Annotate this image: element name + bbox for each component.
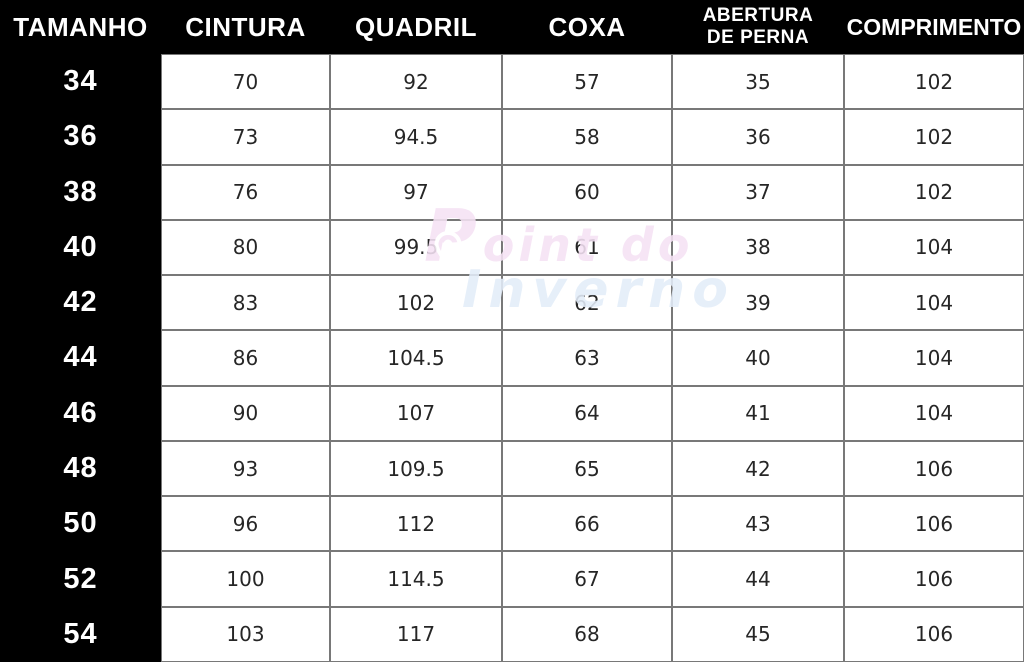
size-cell: 50 — [0, 496, 161, 552]
size-cell: 44 — [0, 330, 161, 386]
header-cintura: CINTURA — [161, 0, 330, 54]
table-cell: 102 — [844, 164, 1024, 220]
table-cell: 104.5 — [330, 330, 502, 386]
table-cell: 107 — [330, 385, 502, 441]
table-cell: 40 — [672, 330, 844, 386]
table-cell: 102 — [844, 54, 1024, 110]
table-cell: 60 — [502, 164, 672, 220]
size-cell: 34 — [0, 54, 161, 110]
table-cell: 106 — [844, 496, 1024, 552]
table-cell: 112 — [330, 496, 502, 552]
table-cell: 102 — [844, 109, 1024, 165]
table-cell: 66 — [502, 496, 672, 552]
size-cell: 42 — [0, 275, 161, 331]
table-cell: 104 — [844, 385, 1024, 441]
table-cell: 104 — [844, 275, 1024, 331]
table-cell: 61 — [502, 219, 672, 276]
size-cell: 38 — [0, 164, 161, 220]
size-cell: 46 — [0, 385, 161, 441]
table-cell: 35 — [672, 54, 844, 110]
header-tamanho: TAMANHO — [0, 0, 161, 54]
table-cell: 103 — [161, 606, 330, 662]
table-cell: 109.5 — [330, 440, 502, 497]
table-cell: 57 — [502, 54, 672, 110]
table-cell: 62 — [502, 275, 672, 331]
table-cell: 67 — [502, 551, 672, 607]
table-cell: 44 — [672, 551, 844, 607]
table-cell: 65 — [502, 440, 672, 497]
table-cell: 70 — [161, 54, 330, 110]
table-cell: 64 — [502, 385, 672, 441]
table-cell: 83 — [161, 275, 330, 331]
table-cell: 94.5 — [330, 109, 502, 165]
table-cell: 96 — [161, 496, 330, 552]
table-cell: 80 — [161, 219, 330, 276]
table-cell: 114.5 — [330, 551, 502, 607]
table-cell: 106 — [844, 606, 1024, 662]
table-cell: 92 — [330, 54, 502, 110]
table-cell: 41 — [672, 385, 844, 441]
header-abertura-de-perna: ABERTURA DE PERNA — [672, 0, 844, 54]
table-cell: 90 — [161, 385, 330, 441]
table-cell: 73 — [161, 109, 330, 165]
size-cell: 48 — [0, 440, 161, 497]
table-cell: 76 — [161, 164, 330, 220]
table-cell: 102 — [330, 275, 502, 331]
table-cell: 100 — [161, 551, 330, 607]
table-cell: 97 — [330, 164, 502, 220]
size-cell: 40 — [0, 219, 161, 276]
table-cell: 99.5 — [330, 219, 502, 276]
table-cell: 38 — [672, 219, 844, 276]
table-cell: 86 — [161, 330, 330, 386]
table-cell: 58 — [502, 109, 672, 165]
table-cell: 42 — [672, 440, 844, 497]
header-coxa: COXA — [502, 0, 672, 54]
header-abertura-line2: DE PERNA — [706, 27, 810, 48]
table-cell: 68 — [502, 606, 672, 662]
table-cell: 104 — [844, 219, 1024, 276]
table-cell: 37 — [672, 164, 844, 220]
table-cell: 36 — [672, 109, 844, 165]
size-cell: 54 — [0, 606, 161, 662]
size-cell: 52 — [0, 551, 161, 607]
table-cell: 45 — [672, 606, 844, 662]
table-cell: 106 — [844, 551, 1024, 607]
size-cell: 36 — [0, 109, 161, 165]
table-cell: 104 — [844, 330, 1024, 386]
table-cell: 43 — [672, 496, 844, 552]
header-quadril: QUADRIL — [330, 0, 502, 54]
header-abertura-line1: ABERTURA — [702, 4, 814, 26]
table-cell: 93 — [161, 440, 330, 497]
table-cell: 63 — [502, 330, 672, 386]
header-comprimento: COMPRIMENTO — [844, 0, 1024, 54]
table-cell: 39 — [672, 275, 844, 331]
table-cell: 106 — [844, 440, 1024, 497]
table-cell: 117 — [330, 606, 502, 662]
